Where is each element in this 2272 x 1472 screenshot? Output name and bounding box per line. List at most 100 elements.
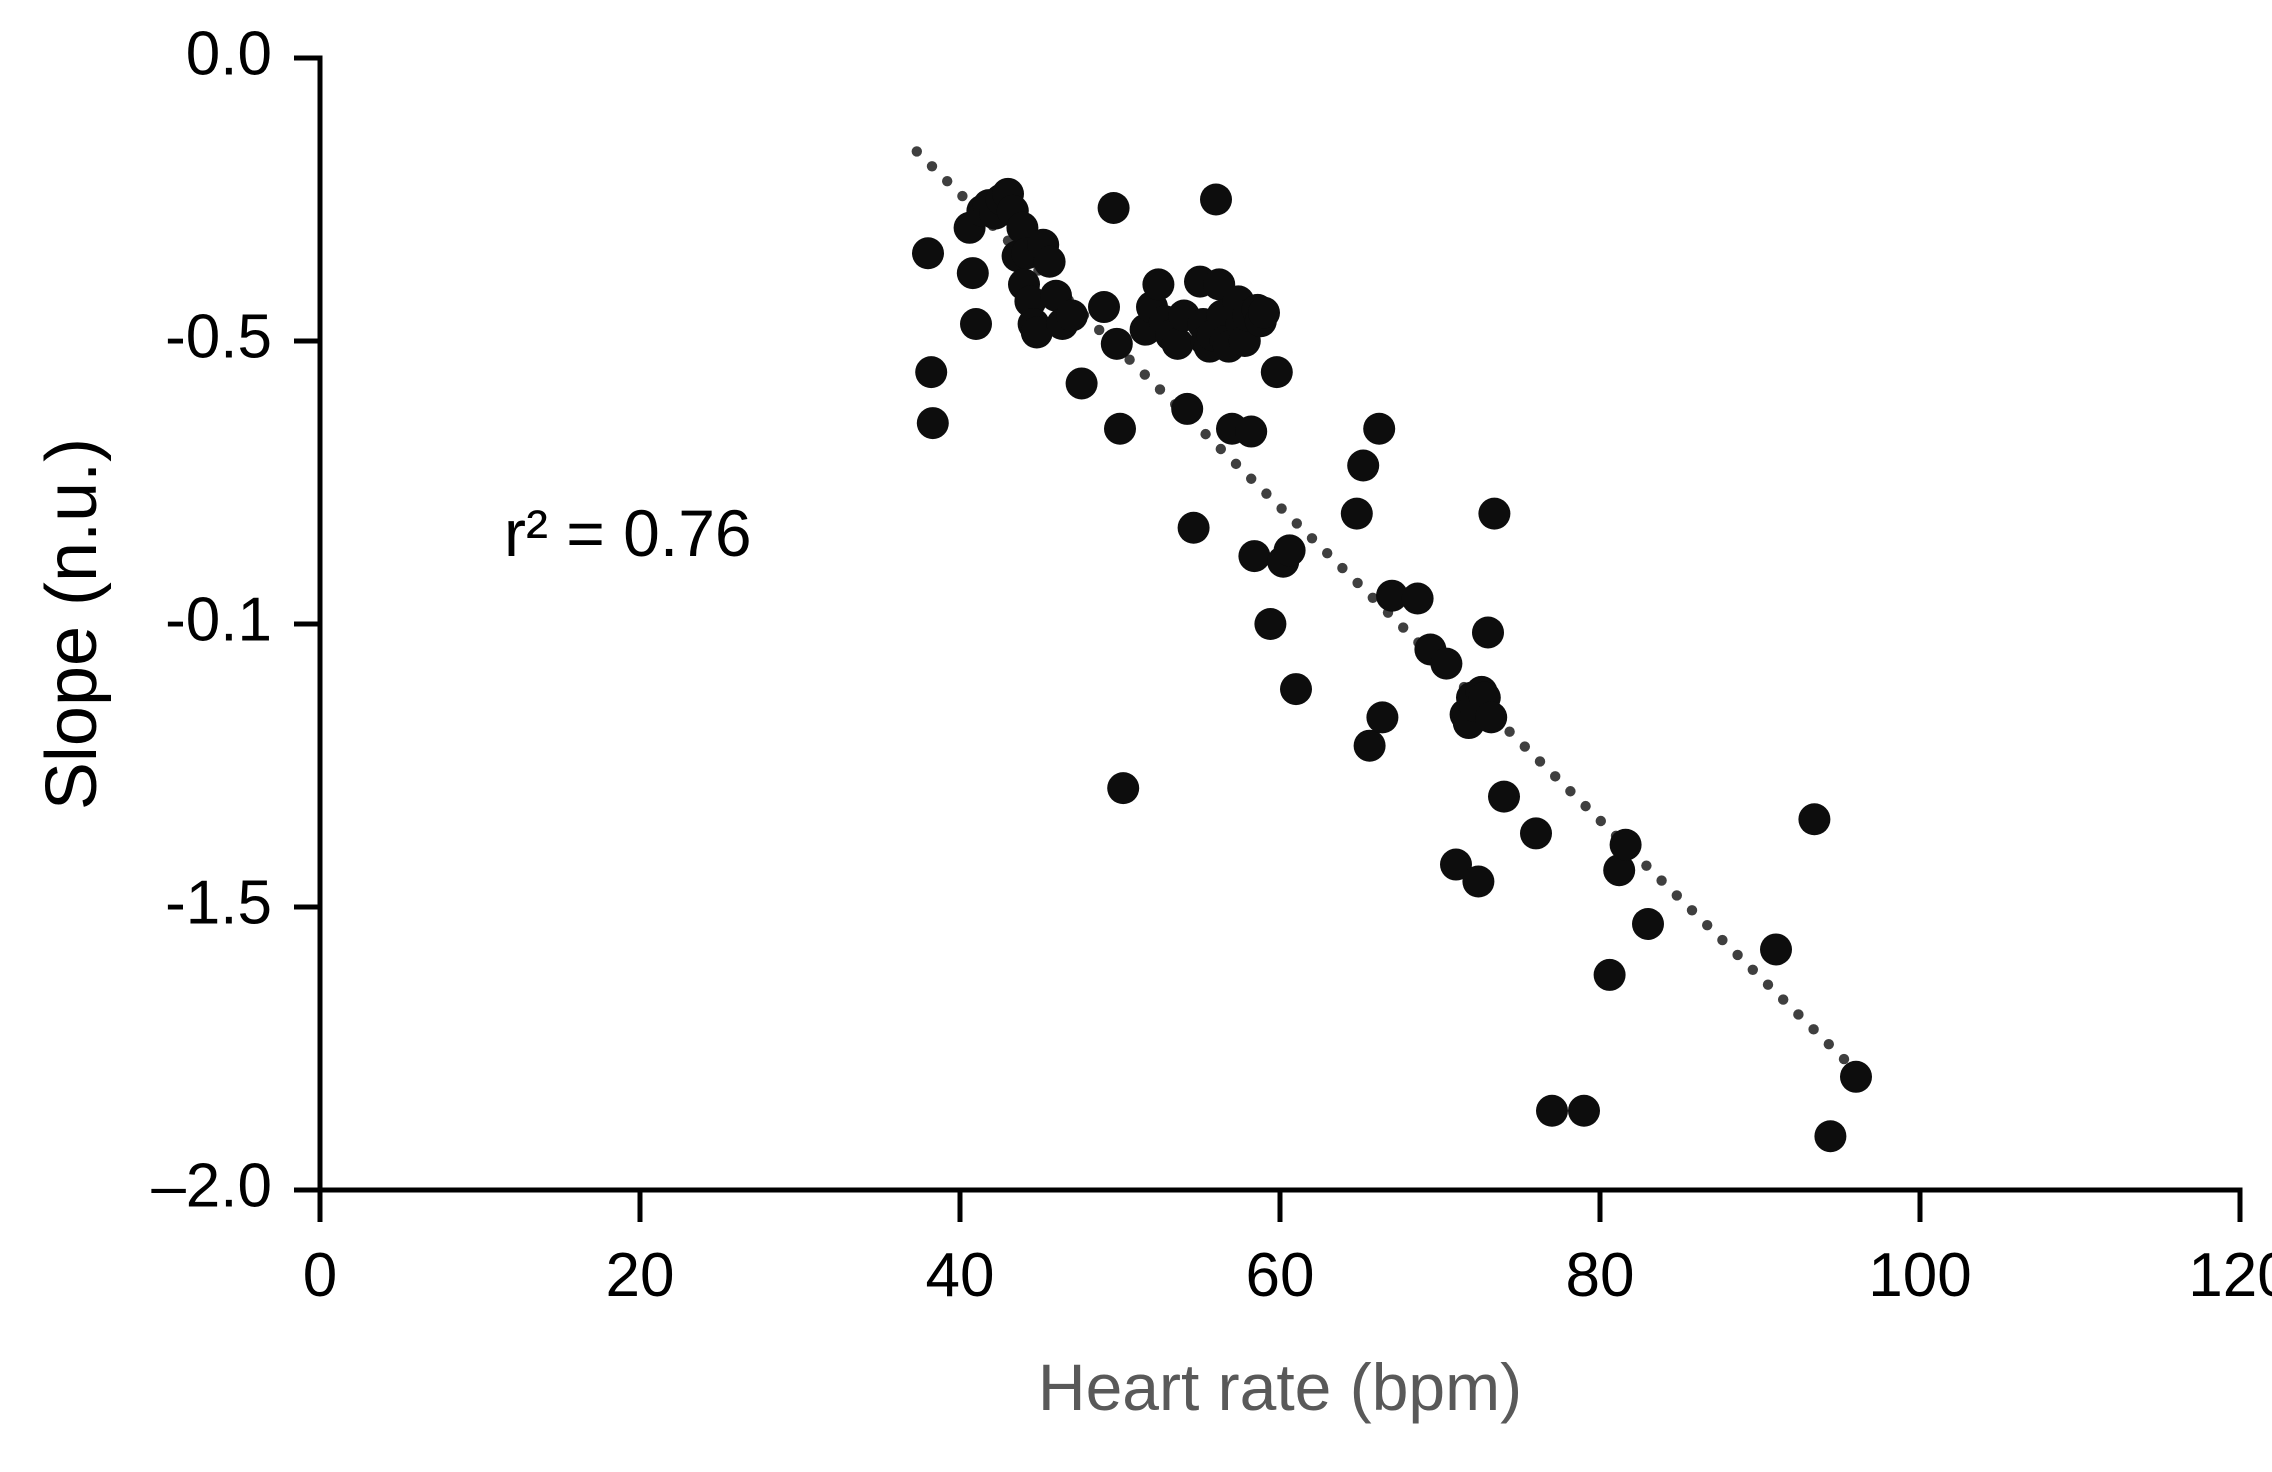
data-point — [1020, 316, 1053, 349]
data-point — [915, 356, 948, 389]
trendline-dot — [1139, 369, 1151, 380]
x-tick-label: 60 — [1246, 1241, 1315, 1310]
trendline-dot — [1215, 443, 1227, 455]
data-point — [1161, 327, 1194, 360]
data-point — [1280, 673, 1312, 706]
data-point — [1238, 540, 1271, 573]
data-point — [1347, 449, 1380, 482]
data-point — [1353, 729, 1386, 762]
trendline-dot — [1702, 919, 1713, 931]
data-point — [1033, 245, 1066, 278]
trendline-dot — [1534, 756, 1546, 767]
trendline-dot — [1276, 503, 1287, 514]
data-point — [1273, 534, 1306, 567]
y-axis-title: Slope (n.u.) — [32, 438, 112, 810]
data-point — [1603, 854, 1636, 887]
data-point — [1254, 608, 1287, 640]
data-point — [1171, 392, 1204, 425]
data-point — [1568, 1094, 1600, 1127]
data-point — [1248, 296, 1280, 329]
data-point — [1235, 415, 1268, 448]
y-tick-label: –2.0 — [151, 1151, 272, 1220]
data-point — [1340, 497, 1373, 530]
trendline-dot — [1778, 994, 1789, 1005]
data-point — [1366, 701, 1399, 734]
trendline-dot — [942, 175, 953, 187]
data-point — [912, 237, 944, 270]
data-point — [956, 257, 989, 290]
x-axis-title: Heart rate (bpm) — [1038, 1350, 1522, 1424]
data-point — [1200, 183, 1232, 216]
trendline-dot — [1337, 562, 1348, 574]
x-tick-label: 80 — [1566, 1241, 1635, 1310]
data-point — [1177, 511, 1210, 544]
trendline-dot — [1656, 875, 1667, 886]
data-point — [1097, 191, 1130, 224]
trendline-dot — [1550, 771, 1561, 782]
trendline-dot — [1504, 726, 1515, 737]
trendline-dot — [1580, 800, 1591, 812]
data-point — [916, 407, 949, 440]
data-point — [1478, 497, 1511, 530]
x-tick-label: 40 — [926, 1241, 995, 1310]
trendline-dot — [911, 146, 922, 157]
data-point — [1814, 1120, 1847, 1153]
data-point — [1462, 865, 1495, 898]
trendline-dot — [926, 161, 938, 172]
trendline-dot — [1398, 622, 1409, 633]
x-tick-label: 20 — [606, 1241, 675, 1310]
data-point — [1088, 291, 1120, 324]
trendline-dot — [1246, 473, 1257, 484]
x-tick-label: 100 — [1868, 1241, 1971, 1310]
data-point — [1536, 1094, 1568, 1127]
trendline-dot — [1291, 518, 1303, 529]
trendline-dot — [1717, 934, 1728, 946]
data-point — [1632, 907, 1664, 940]
data-point — [1363, 412, 1396, 445]
data-point — [1440, 848, 1472, 881]
data-point — [1376, 579, 1408, 612]
data-point — [1107, 772, 1140, 805]
data-point — [1260, 356, 1293, 389]
trendline-dot — [1094, 324, 1105, 336]
trendline-dot — [1352, 577, 1363, 589]
trendline-dot — [1124, 354, 1135, 365]
y-tick-label: -1.5 — [165, 868, 272, 937]
trendline-dot — [1230, 458, 1242, 470]
trendline-dot — [1823, 1039, 1835, 1050]
data-point — [1472, 616, 1504, 649]
trendline-dot — [1200, 428, 1211, 440]
data-point — [1609, 828, 1642, 861]
trendline-dot — [1595, 815, 1607, 827]
trendline-dot — [1808, 1024, 1819, 1035]
trendline-dot — [1261, 488, 1272, 499]
trendline-dot — [1641, 860, 1652, 871]
data-point — [1065, 367, 1098, 400]
trendline-dot — [1793, 1009, 1804, 1020]
y-tick-label: -0.5 — [165, 302, 272, 371]
trendline-dot — [1686, 905, 1698, 916]
data-point — [1430, 647, 1463, 680]
trendline-dot — [1322, 547, 1333, 559]
trendline-dot — [1367, 592, 1379, 603]
data-point — [1520, 817, 1552, 850]
data-point — [1593, 958, 1626, 991]
data-point — [960, 308, 992, 341]
data-point — [1401, 582, 1434, 615]
trendline-dot — [1154, 384, 1166, 395]
data-point — [1475, 701, 1508, 734]
data-point — [1100, 327, 1133, 360]
trendline-dot — [1838, 1053, 1850, 1065]
trendline-dot — [1762, 979, 1774, 990]
y-tick-label: -0.1 — [165, 585, 272, 654]
trendline-dot — [1306, 533, 1318, 544]
y-tick-label: 0.0 — [186, 19, 272, 88]
data-point — [1142, 268, 1175, 301]
trendline-dot — [1519, 741, 1531, 752]
trendline-dot — [1565, 786, 1576, 797]
x-tick-label: 0 — [303, 1241, 337, 1310]
data-point — [1488, 780, 1520, 813]
trendline-dot — [1671, 890, 1683, 901]
